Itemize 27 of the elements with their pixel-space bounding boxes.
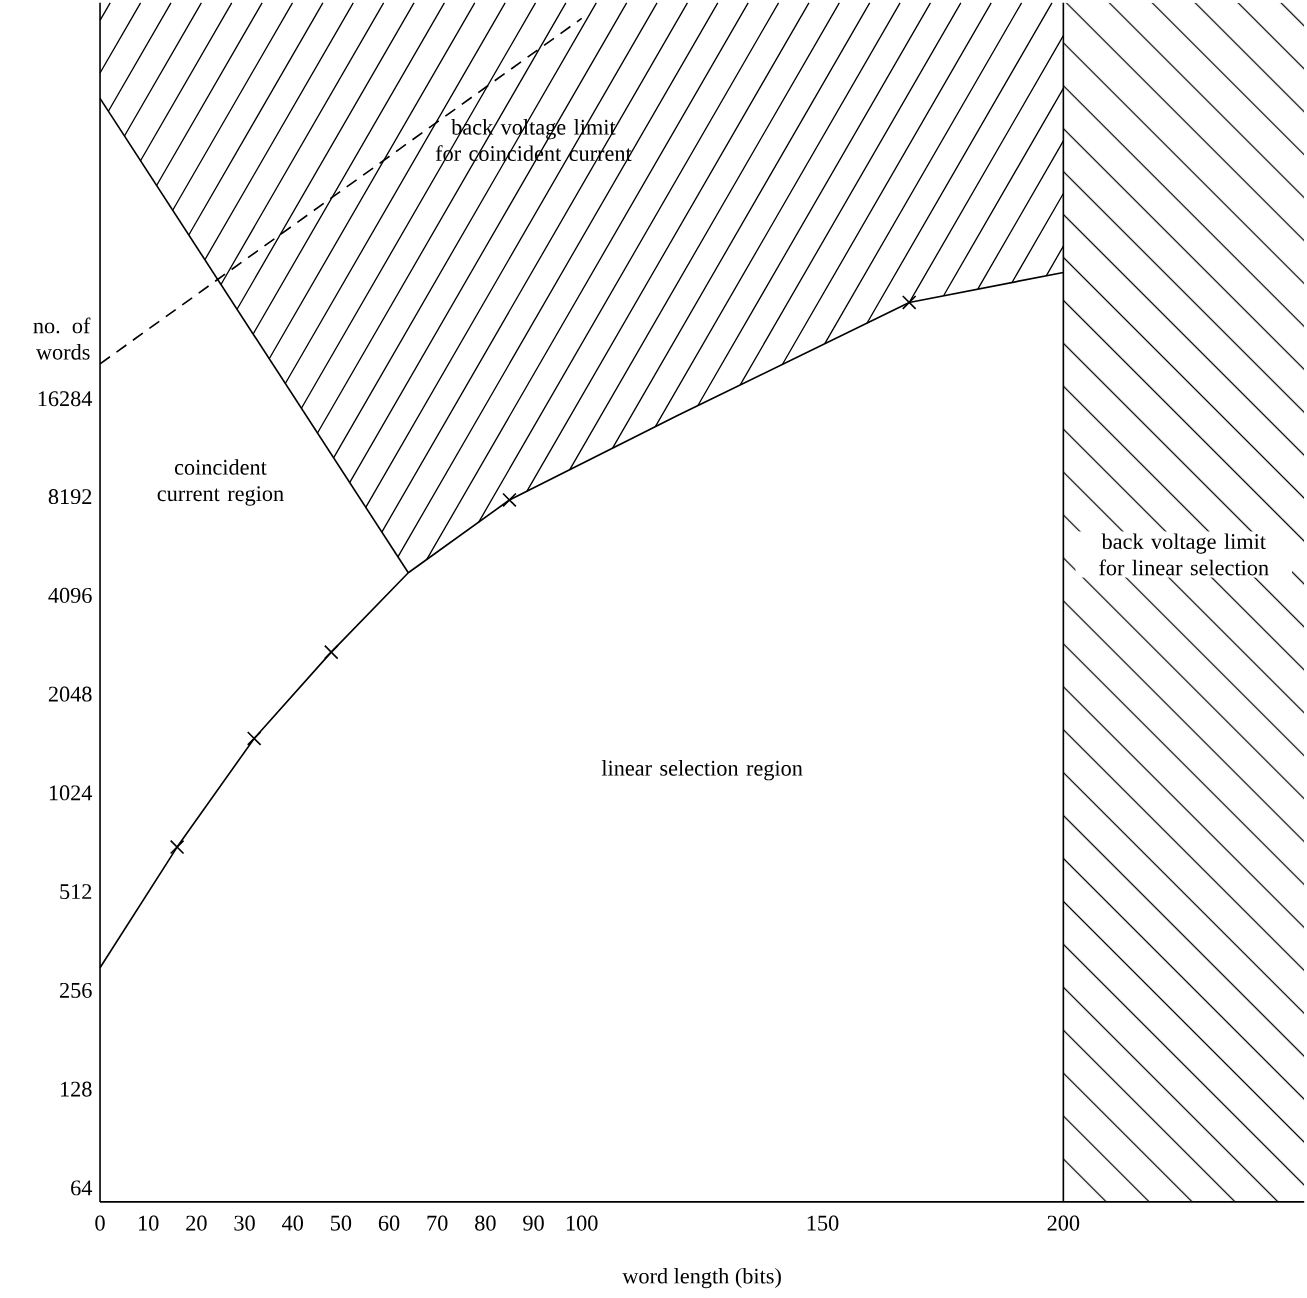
y-tick-label: 8192 (48, 489, 92, 505)
x-tick-label: 10 (139, 1215, 159, 1231)
x-tick-label: 50 (331, 1215, 352, 1231)
band-label: back voltage limit for linear selection (1099, 533, 1269, 576)
x-tick-label: 100 (566, 1215, 598, 1231)
x-tick-label: 70 (427, 1215, 448, 1231)
y-tick-label: 2048 (48, 686, 92, 702)
y-tick-label: 1024 (49, 785, 93, 801)
y-tick-label: 64 (71, 1180, 93, 1196)
y-tick-label: 4096 (48, 588, 92, 604)
x-tick-label: 150 (807, 1215, 839, 1231)
y-tick-label: 512 (60, 884, 92, 900)
y-tick-label: 256 (60, 983, 92, 999)
x-tick-label: 0 (95, 1215, 105, 1231)
y-tick-label: 128 (60, 1081, 92, 1097)
annotation: coincident current region (157, 459, 284, 506)
x-tick-label: 40 (282, 1215, 303, 1231)
x-tick-label: 20 (186, 1215, 207, 1231)
x-axis-title: word length (bits) (622, 1268, 781, 1289)
x-tick-label: 30 (234, 1215, 255, 1231)
annotation: linear selection region (601, 760, 803, 781)
y-tick-label: 16284 (38, 391, 93, 407)
x-tick-label: 80 (475, 1215, 496, 1231)
x-tick-label: 90 (523, 1215, 544, 1231)
x-tick-label: 200 (1047, 1215, 1080, 1231)
y-axis-title: no. of words (33, 317, 91, 360)
x-tick-label: 60 (378, 1215, 400, 1231)
